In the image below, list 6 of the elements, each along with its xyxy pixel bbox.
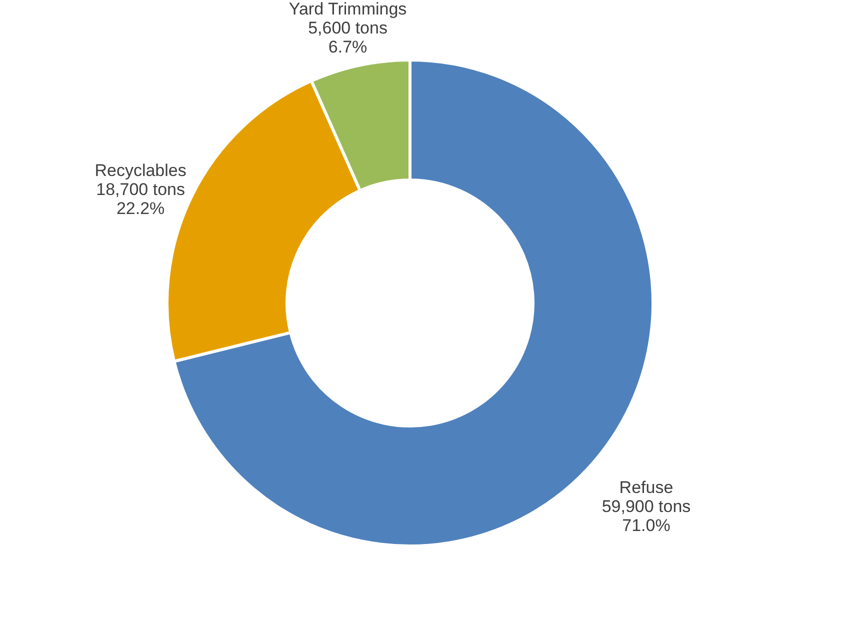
- data-label: 59,900 tons 71.0%: [602, 496, 691, 535]
- slice-label: Recyclables: [94, 161, 186, 180]
- data-label: 18,700 tons 22.2%: [96, 180, 185, 218]
- slice-label: Refuse: [619, 478, 674, 497]
- slice-label: Yard Trimmings: [288, 0, 407, 19]
- data-label: 5,600 tons 6.7%: [308, 18, 388, 57]
